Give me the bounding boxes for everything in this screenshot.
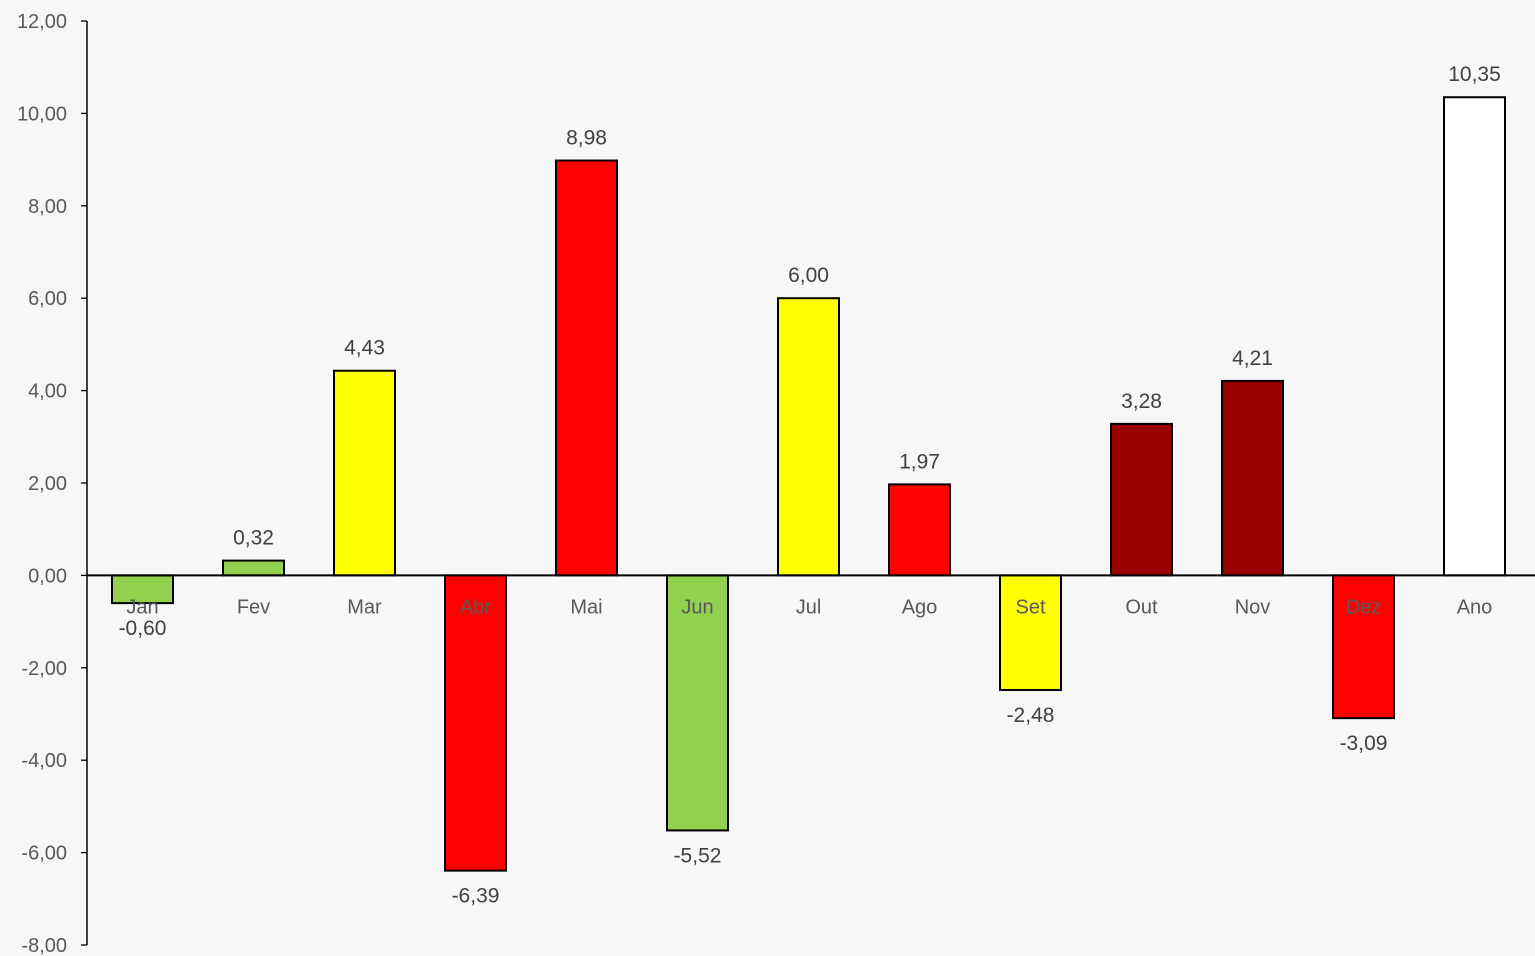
y-tick-label: 2,00 bbox=[28, 473, 67, 495]
category-label-mar: Mar bbox=[347, 596, 382, 618]
bar-mar bbox=[333, 369, 396, 577]
bar-fev bbox=[222, 559, 285, 577]
bar-mai bbox=[555, 159, 618, 577]
bars bbox=[111, 96, 1506, 872]
data-label-out: 3,28 bbox=[1121, 390, 1162, 413]
data-labels: -0,60 0,32 4,43 -6,39 8,98 -5,52 6,00 1,97 -2,48… bbox=[119, 63, 1501, 907]
y-axis-ticks: 12,00 10,00 8,00 6,00 4,00 2,00 0,00 -2,00 -4,00… bbox=[17, 11, 87, 956]
data-label-ano: 10,35 bbox=[1448, 63, 1501, 86]
data-label-set: -2,48 bbox=[1007, 704, 1055, 727]
data-label-jun: -5,52 bbox=[674, 844, 722, 867]
data-label-jan: -0,60 bbox=[119, 617, 167, 640]
data-label-abr: -6,39 bbox=[452, 885, 500, 908]
data-label-mai: 8,98 bbox=[566, 127, 607, 150]
bar-dez bbox=[1332, 574, 1395, 720]
category-label-ago: Ago bbox=[902, 596, 938, 618]
y-tick-label: 8,00 bbox=[28, 196, 67, 218]
category-label-dez: Dez bbox=[1346, 596, 1382, 618]
bar-abr bbox=[444, 574, 507, 872]
category-label-set: Set bbox=[1015, 596, 1045, 618]
bar-ano bbox=[1443, 96, 1506, 577]
category-label-fev: Fev bbox=[237, 596, 270, 618]
y-tick-label: 6,00 bbox=[28, 288, 67, 310]
bar-out bbox=[1110, 422, 1173, 577]
data-label-dez: -3,09 bbox=[1340, 732, 1388, 755]
category-label-jul: Jul bbox=[796, 596, 822, 618]
bar-nov bbox=[1221, 379, 1284, 577]
category-label-ano: Ano bbox=[1457, 596, 1493, 618]
y-tick-label: -8,00 bbox=[21, 935, 67, 956]
category-label-out: Out bbox=[1125, 596, 1158, 618]
y-tick-label: 12,00 bbox=[17, 11, 67, 33]
category-label-mai: Mai bbox=[570, 596, 602, 618]
data-label-nov: 4,21 bbox=[1232, 347, 1273, 370]
bar-jul bbox=[777, 297, 840, 577]
y-tick-label: -2,00 bbox=[21, 658, 67, 680]
category-label-jun: Jun bbox=[681, 596, 713, 618]
bar-ago bbox=[888, 483, 951, 577]
category-label-abr: Abr bbox=[460, 596, 491, 618]
bar-jan bbox=[111, 574, 174, 605]
data-label-mar: 4,43 bbox=[344, 337, 385, 360]
bar-set bbox=[999, 574, 1062, 691]
category-label-nov: Nov bbox=[1235, 596, 1271, 618]
category-labels: Jan Fev Mar Abr Mai Jun Jul Ago Set Out Nov Dez Ano bbox=[126, 596, 1492, 618]
y-tick-label: 0,00 bbox=[28, 565, 67, 587]
category-label-jan: Jan bbox=[126, 596, 158, 618]
y-tick-label: -4,00 bbox=[21, 750, 67, 772]
data-label-ago: 1,97 bbox=[899, 450, 940, 473]
y-tick-label: -6,00 bbox=[21, 843, 67, 865]
y-tick-label: 4,00 bbox=[28, 381, 67, 403]
y-tick-label: 10,00 bbox=[17, 103, 67, 125]
data-label-fev: 0,32 bbox=[233, 527, 274, 550]
data-label-jul: 6,00 bbox=[788, 264, 829, 287]
bar-jun bbox=[666, 574, 729, 832]
